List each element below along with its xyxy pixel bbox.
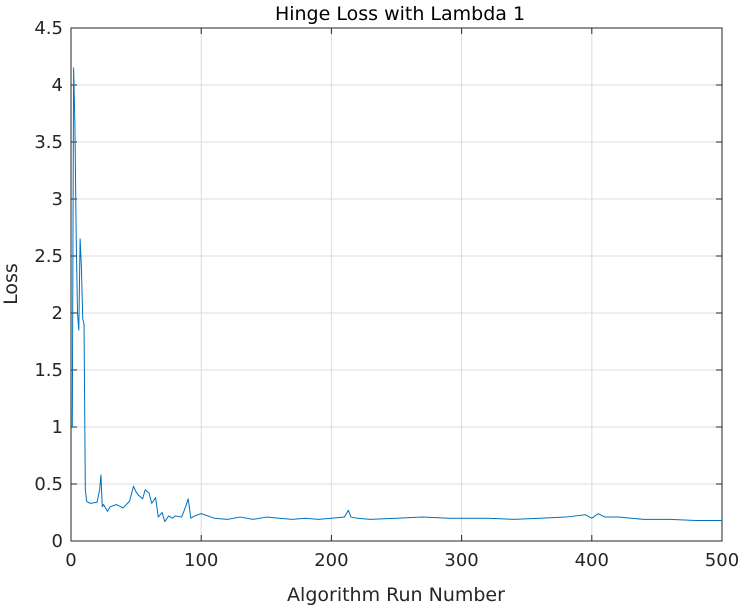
loss-series-line (71, 67, 722, 523)
y-tick-label: 3 (52, 189, 63, 210)
y-axis-label: Loss (0, 263, 22, 305)
x-tick-label: 400 (575, 550, 609, 571)
series-group (71, 67, 722, 523)
y-tick-label: 4.5 (34, 18, 63, 39)
grid (70, 27, 723, 542)
y-tick-label: 1 (52, 417, 63, 438)
chart-title: Hinge Loss with Lambda 1 (275, 3, 525, 25)
axis-ticks: 0 100 200 300 400 500 0 0.5 1 1.5 2 2.5 3 3.5 4 4.5 (34, 18, 739, 571)
x-tick-label: 300 (444, 550, 478, 571)
x-axis-label: Algorithm Run Number (287, 584, 505, 606)
y-tick-label: 0.5 (34, 474, 63, 495)
y-tick-label: 4 (52, 75, 63, 96)
y-tick-label: 1.5 (34, 360, 63, 381)
plot-area (70, 27, 723, 542)
y-tick-label: 2 (52, 303, 63, 324)
y-tick-label: 2.5 (34, 246, 63, 267)
x-tick-label: 200 (314, 550, 348, 571)
y-tick-label: 3.5 (34, 132, 63, 153)
x-tick-label: 100 (184, 550, 218, 571)
x-tick-label: 500 (705, 550, 739, 571)
y-tick-label: 0 (52, 531, 63, 552)
x-tick-label: 0 (65, 550, 76, 571)
